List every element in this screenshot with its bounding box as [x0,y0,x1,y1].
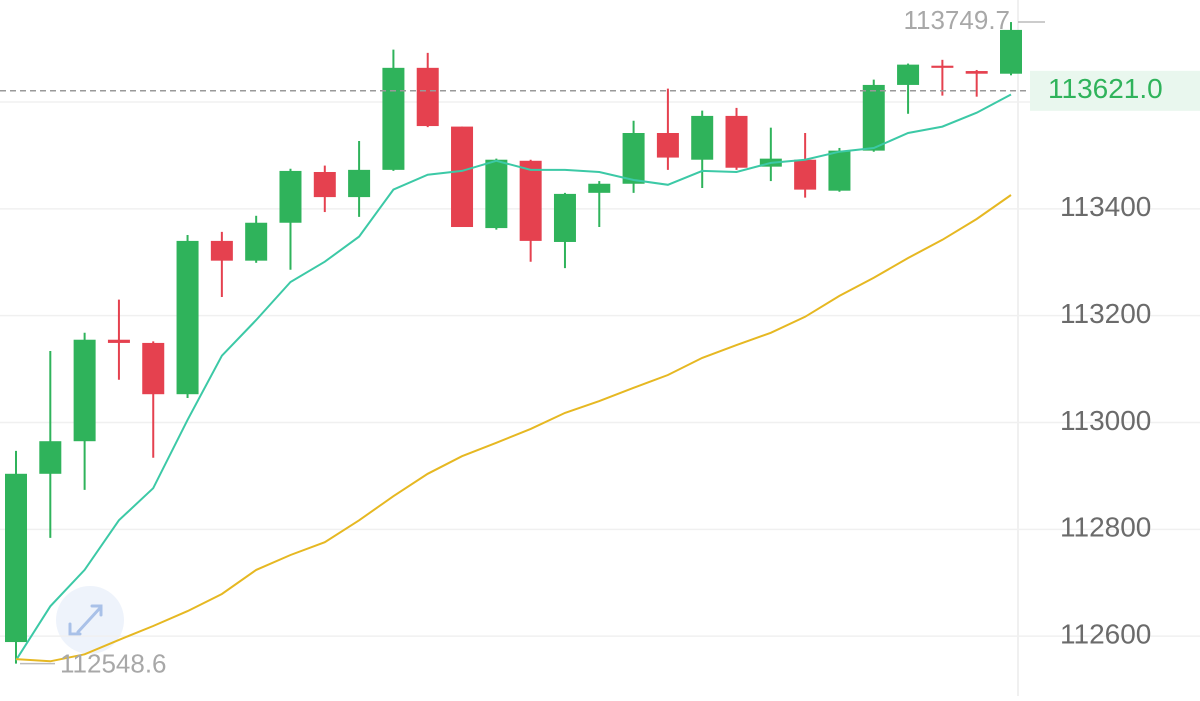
y-tick-label: 113400 [1060,191,1151,222]
candle-body [73,339,96,442]
last-price-box [1030,70,1200,111]
candle-body [794,159,817,190]
expand-icon[interactable] [56,586,124,654]
candle-body [485,159,508,229]
last-price-label: 113621.0 [1048,73,1163,104]
moving-average-line [15,93,1012,661]
y-tick-label: 113200 [1060,298,1151,329]
candle-body [691,115,714,160]
candle-body [588,183,611,193]
y-tick-label: 112800 [1060,512,1151,543]
candle-body [348,169,371,198]
max-label: 113749.7 [903,5,1010,35]
candle-body [451,126,474,228]
candle-body [828,150,851,191]
candle-body [176,240,199,395]
candle-body [382,67,405,170]
candle-body [210,240,233,261]
candle-body [245,222,268,261]
candle-body [553,193,576,242]
candle-body [39,441,62,474]
candle-body [279,170,302,223]
moving-average-line [15,194,1012,663]
candle-body [897,64,920,85]
candle-body [965,71,988,74]
y-tick-label: 113000 [1060,405,1151,436]
candle-body [5,473,27,643]
candle-body [519,160,542,241]
candle-body [931,65,954,68]
y-tick-label: 112600 [1060,619,1151,650]
candle-body [142,342,165,395]
min-label: 112548.6 [60,649,167,679]
candle-body [107,339,130,343]
candle-body [416,67,439,127]
candle-body [313,171,336,198]
candle-body [725,115,748,168]
candle-body [622,133,645,184]
candle-body [656,133,679,158]
candle-body [862,84,885,151]
candle-body [1000,29,1022,74]
